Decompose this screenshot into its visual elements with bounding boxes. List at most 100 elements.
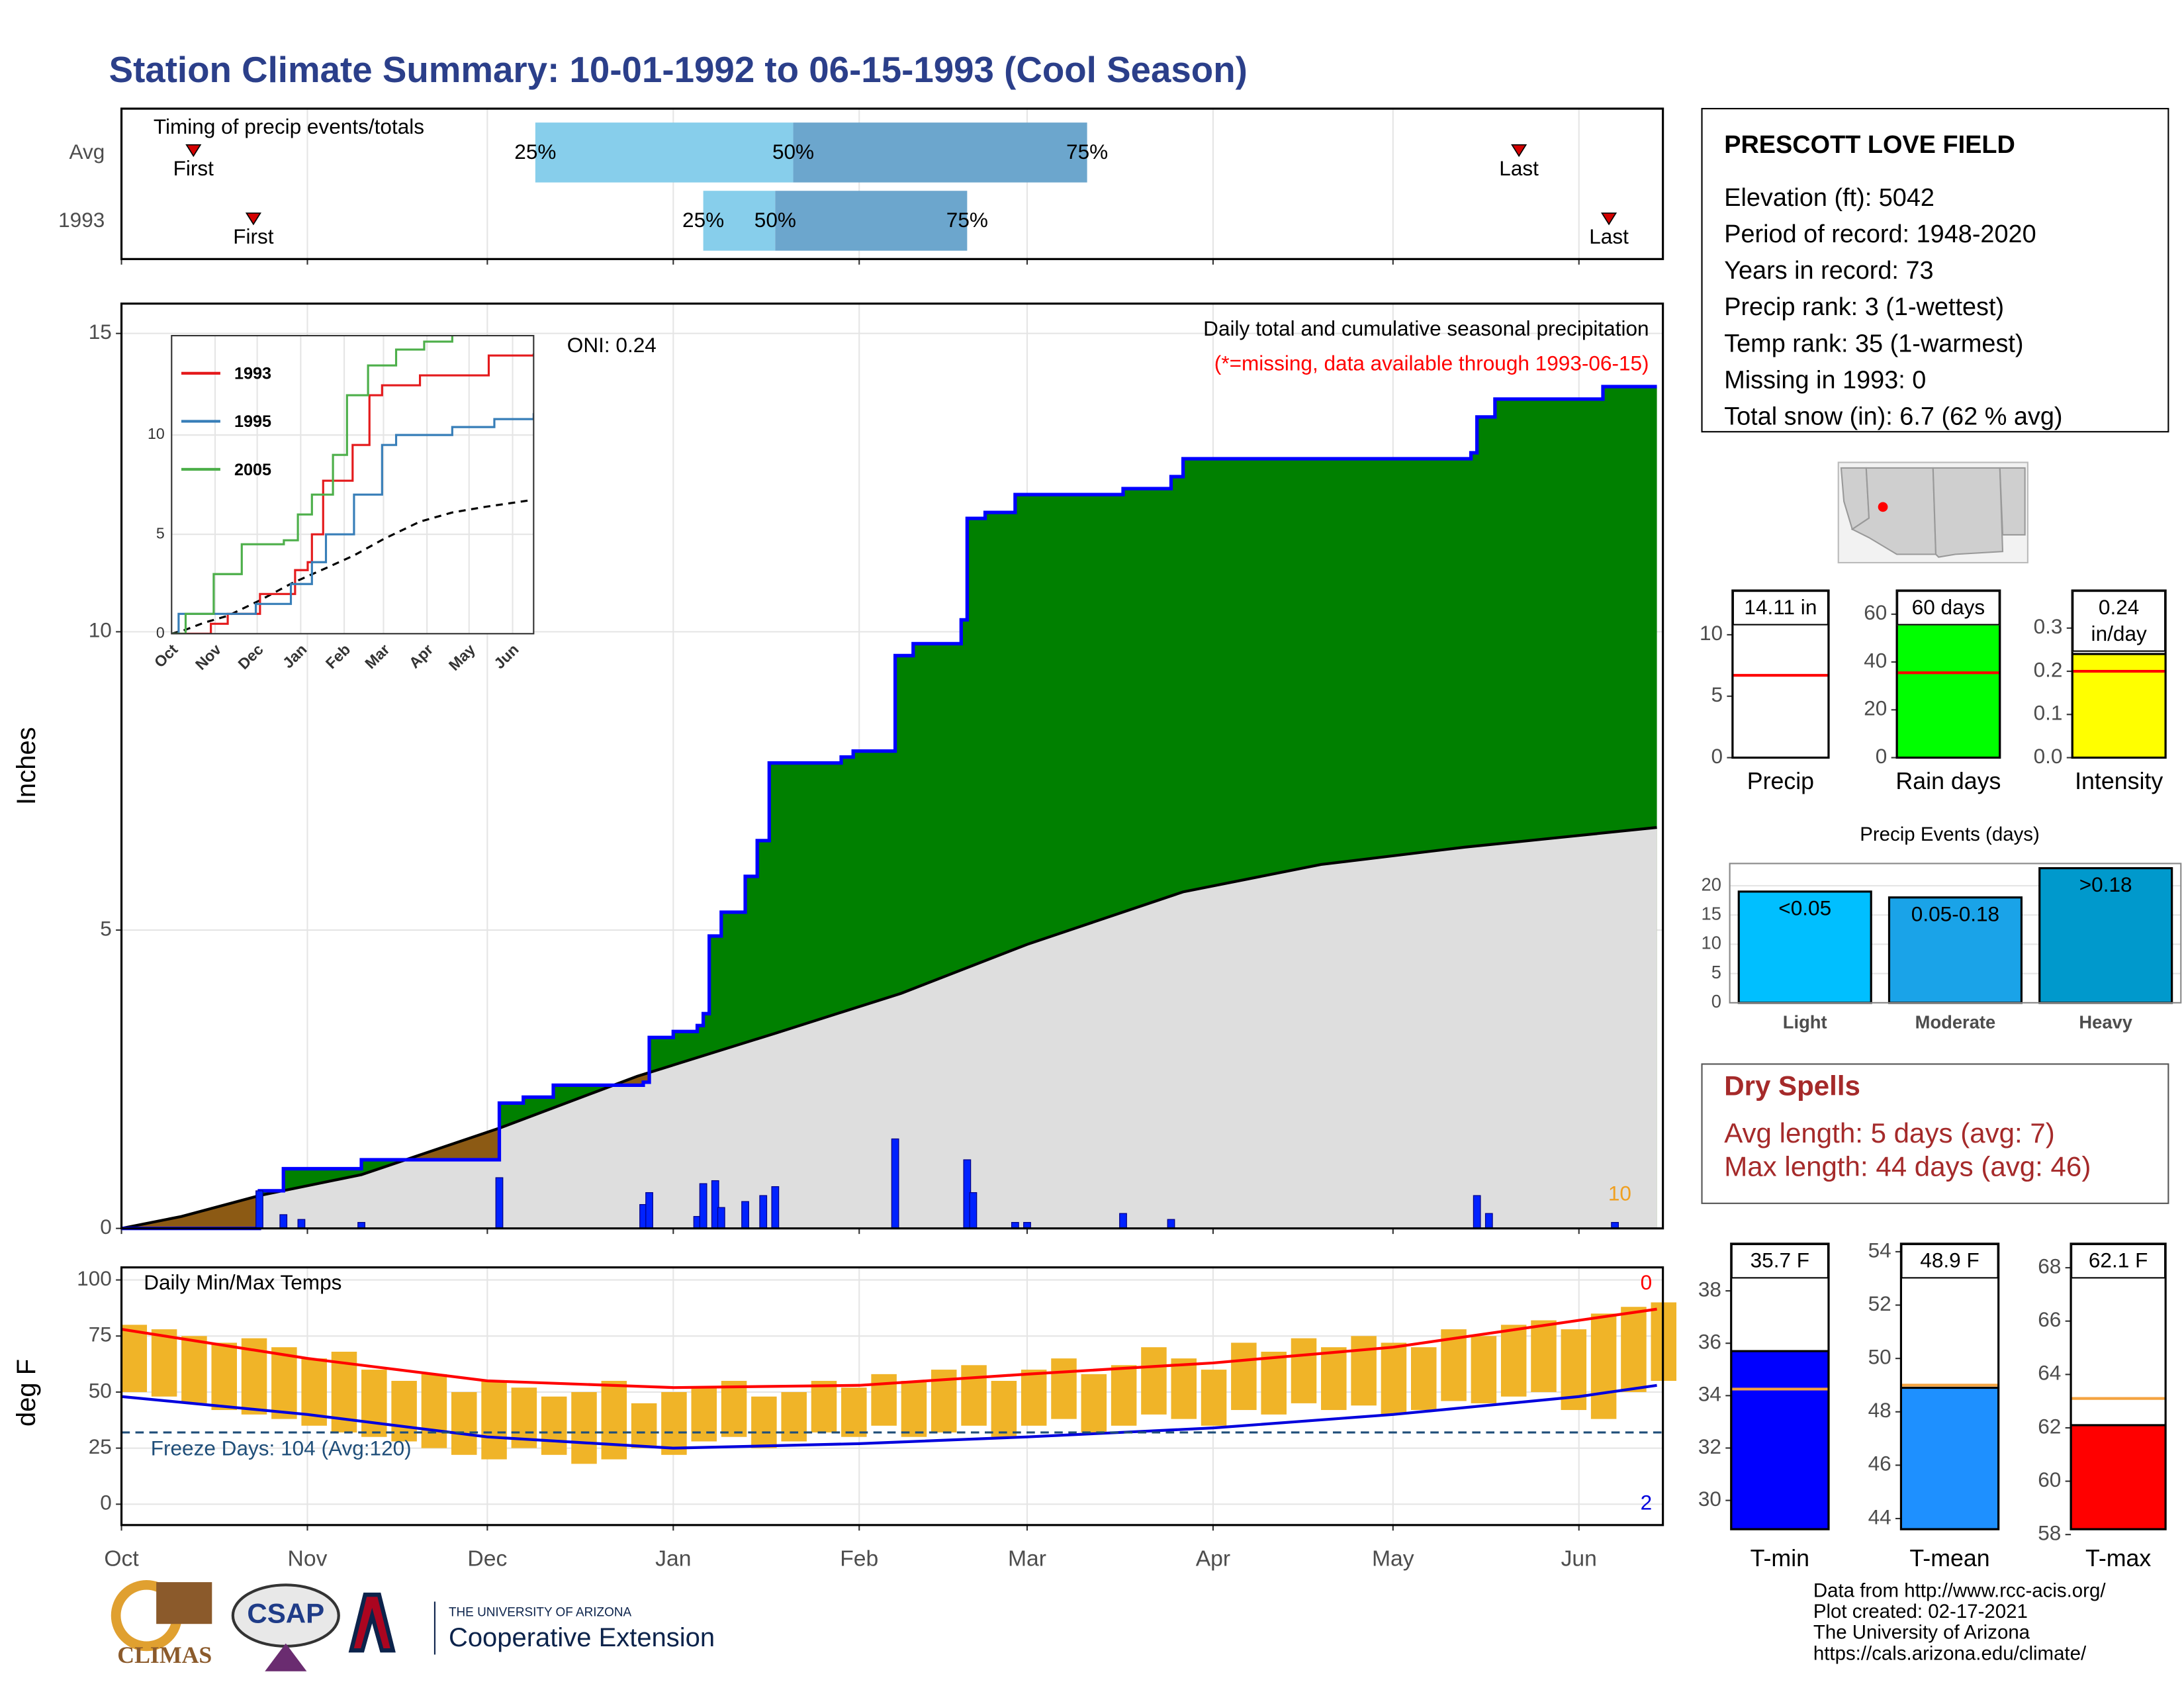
y-tick-label: 0: [100, 1215, 112, 1239]
quartile-label: 50%: [754, 208, 796, 232]
station-line: Temp rank: 35 (1-warmest): [1724, 330, 2023, 357]
csap-logo: CSAP: [247, 1598, 324, 1629]
panel-border: [120, 303, 1664, 1230]
legend-label: 1995: [234, 412, 271, 431]
y-tick-label: 54: [1868, 1238, 1891, 1262]
y-tick-label: 75: [89, 1323, 112, 1346]
cumulative-line: [121, 385, 1657, 1231]
quartile-label: 75%: [946, 208, 988, 232]
temp-range-bar: [1171, 1358, 1197, 1419]
temp-range-bar: [1261, 1351, 1287, 1415]
y-tick-label: 68: [2038, 1254, 2061, 1278]
y-tick-label: 60: [2038, 1468, 2061, 1491]
value-label-box: 48.9 F: [1901, 1243, 1999, 1279]
daily-bar: [1484, 1213, 1493, 1229]
footer-line: The University of Arizona: [1813, 1622, 2030, 1644]
map-state: [1932, 467, 2004, 558]
panel-title: Timing of precip events/totals: [154, 115, 424, 138]
station-name: PRESCOTT LOVE FIELD: [1724, 131, 2015, 159]
station-line: Elevation (ft): 5042: [1724, 184, 1934, 212]
panel-border: [1729, 863, 2182, 1004]
threshold-label: >0.18: [2079, 872, 2132, 896]
station-line: Period of record: 1948-2020: [1724, 220, 2036, 248]
value-label-box: 35.7 F: [1731, 1243, 1829, 1279]
y-tick-label: 100: [77, 1266, 112, 1290]
panel-border: [1731, 589, 1830, 759]
value-label: 62.1 F: [2071, 1243, 2166, 1279]
temp-range-bar: [1351, 1336, 1377, 1406]
y-tick-label: 58: [2038, 1521, 2061, 1545]
category-label: T-min: [1751, 1545, 1809, 1571]
daily-bar: [297, 1219, 306, 1229]
y-tick-label: 15: [1702, 903, 1721, 923]
daily-bar: [759, 1195, 768, 1229]
temp-range-bar: [1471, 1336, 1497, 1403]
bar: [1897, 613, 2000, 758]
temp-range-bar: [811, 1381, 837, 1432]
daily-bar: [495, 1177, 504, 1229]
temp-range-bar: [1500, 1325, 1527, 1397]
panel-border: [2071, 589, 2167, 759]
value-label: 14.11 in: [1732, 590, 1829, 626]
chart-title: Daily total and cumulative seasonal prec…: [1203, 316, 1649, 340]
temp-range-bar: [841, 1387, 867, 1437]
temp-range-bar: [721, 1381, 747, 1437]
temp-range-bar: [181, 1336, 207, 1403]
y-tick-label: 36: [1698, 1330, 1721, 1354]
value-label: 60 days: [1897, 590, 2000, 626]
y-tick-label: 5: [156, 524, 165, 541]
panel-border: [1899, 1243, 2000, 1530]
temp-range-bar: [451, 1391, 477, 1455]
chart-subtitle: (*=missing, data available through 1993-…: [1214, 352, 1649, 375]
quartile-label: 25%: [682, 208, 724, 232]
temp-range-bar: [781, 1391, 807, 1442]
x-tick-label: Moderate: [1915, 1012, 1996, 1033]
dry-spell-line: Max length: 44 days (avg: 46): [1724, 1150, 2091, 1182]
y-tick-label: 0: [1711, 744, 1723, 768]
panel-title: Daily Min/Max Temps: [144, 1270, 341, 1294]
bar: [2071, 1424, 2166, 1530]
station-box: [1701, 108, 2169, 433]
y-axis-label: Inches: [12, 727, 41, 805]
temp-range-bar: [1231, 1342, 1257, 1411]
temp-range-bar: [1531, 1320, 1557, 1392]
station-dot: [1878, 502, 1888, 512]
station-line: Total snow (in): 6.7 (62 % avg): [1724, 403, 2062, 431]
inset-line: [171, 413, 534, 634]
temp-range-bar: [1410, 1347, 1437, 1411]
csap-icon: [265, 1643, 307, 1671]
quartile-bar: [703, 191, 776, 251]
bar: [1901, 1386, 1999, 1530]
y-tick-label: 40: [1864, 648, 1887, 672]
ua-logo: [348, 1592, 396, 1653]
panel-border: [1895, 589, 2001, 759]
temp-range-bar: [121, 1325, 148, 1392]
event-label: Last: [1589, 224, 1629, 248]
station-line: Precip rank: 3 (1-wettest): [1724, 293, 2004, 321]
daily-bar: [969, 1192, 978, 1229]
chart-title: Precip Events (days): [1860, 823, 2040, 845]
event-label: Last: [1499, 156, 1539, 180]
dry-spell-box: [1701, 1063, 2169, 1204]
station-line: Years in record: 73: [1724, 257, 1933, 285]
daily-bar: [717, 1207, 725, 1229]
y-tick-label: 0.3: [2034, 614, 2063, 638]
y-tick-label: 62: [2038, 1414, 2061, 1438]
event-label: First: [173, 156, 214, 180]
temp-range-bar: [1051, 1358, 1077, 1419]
locator-map: [1837, 461, 2028, 564]
category-label: Intensity: [2075, 768, 2163, 794]
daily-bar: [255, 1190, 263, 1229]
y-tick-label: 20: [1702, 874, 1721, 894]
y-tick-label: 66: [2038, 1307, 2061, 1331]
daily-bar: [741, 1201, 749, 1229]
temp-range-bar: [1621, 1307, 1647, 1392]
temp-range-bar: [421, 1374, 447, 1448]
value-label-box: 14.11 in: [1732, 590, 1829, 626]
temp-range-bar: [1141, 1347, 1167, 1415]
panel-border: [120, 1266, 1664, 1526]
daily-bar: [891, 1138, 899, 1229]
x-tick-label: May: [1372, 1546, 1414, 1571]
x-tick-label: Oct: [104, 1546, 139, 1571]
y-tick-label: 30: [1698, 1487, 1721, 1511]
